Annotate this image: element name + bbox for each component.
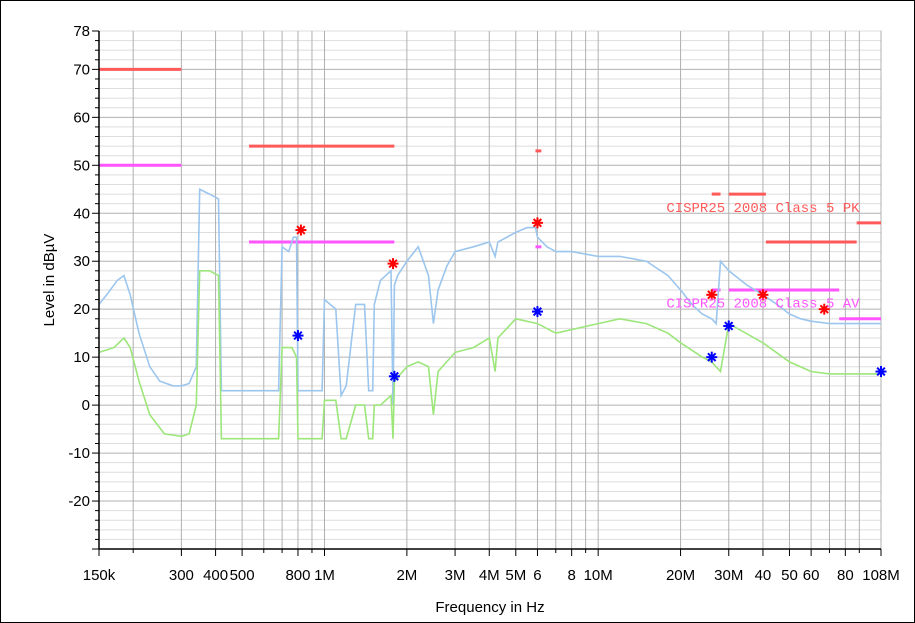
marker-point: [531, 217, 543, 229]
x-tick-label: 2M: [396, 567, 417, 584]
marker-point: [531, 306, 543, 318]
marker-point: [292, 330, 304, 342]
trace-line: [98, 188, 881, 406]
y-tick-label: 20: [73, 301, 90, 318]
marker-stroke: [707, 352, 717, 362]
x-tick-label: 20M: [666, 567, 695, 584]
x-tick-label: 80: [837, 567, 854, 584]
x-tick-label: 6: [533, 567, 541, 584]
axes: [92, 30, 882, 556]
y-tick-label: -20: [68, 493, 90, 510]
x-tick-label: 3M: [445, 567, 466, 584]
x-tick-label: 10M: [584, 567, 613, 584]
x-tick-label: 40: [755, 567, 772, 584]
marker-point: [706, 351, 718, 363]
y-axis-title: Level in dBµV: [41, 234, 58, 327]
limit-label: CISPR25 2008 Class 5 AV: [666, 297, 860, 313]
marker-stroke: [532, 307, 543, 317]
x-tick-label: 8: [567, 567, 575, 584]
y-tick-label: 70: [73, 61, 90, 78]
marker-stroke: [707, 290, 717, 300]
y-tick-label: 40: [73, 205, 90, 222]
marker-point: [295, 224, 307, 236]
marker-stroke: [724, 321, 734, 331]
marker-stroke: [296, 225, 306, 235]
x-axis-title: Frequency in Hz: [435, 599, 544, 616]
x-tick-label: 5M: [505, 567, 526, 584]
x-tick-label: 800: [285, 567, 310, 584]
marker-point: [388, 370, 400, 382]
marker-point: [875, 366, 887, 378]
y-tick-label: -10: [68, 445, 90, 462]
x-tick-label: 108M: [862, 567, 900, 584]
marker-stroke: [389, 371, 399, 381]
marker-point: [757, 289, 769, 301]
trace-line: [98, 270, 881, 440]
x-tick-label: 300: [169, 567, 194, 584]
y-tick-label: 0: [82, 397, 90, 414]
y-tick-label: 60: [73, 109, 90, 126]
x-tick-label: 60: [803, 567, 820, 584]
marker-point: [723, 320, 735, 332]
marker-stroke: [388, 259, 398, 269]
x-tick-label: 150k: [83, 567, 116, 584]
marker-point: [387, 258, 399, 270]
marker-stroke: [819, 304, 829, 314]
marker-stroke: [876, 366, 886, 377]
marker-stroke: [758, 290, 768, 300]
x-tick-label: 4M: [479, 567, 500, 584]
y-tick-label: 10: [73, 349, 90, 366]
marker-stroke: [293, 331, 303, 341]
y-tick-label: 50: [73, 157, 90, 174]
x-tick-label: 50: [781, 567, 798, 584]
marker-point: [818, 303, 830, 315]
x-tick-label: 30M: [714, 567, 743, 584]
y-tick-label: 30: [73, 253, 90, 270]
marker-stroke: [532, 218, 543, 228]
x-tick-label: 400: [203, 567, 228, 584]
series-group: [98, 67, 887, 440]
limit-label: CISPR25 2008 Class 5 PK: [666, 201, 860, 217]
marker-point: [706, 289, 718, 301]
y-tick-label: 78: [73, 23, 90, 40]
x-tick-label: 500: [230, 567, 255, 584]
x-tick-label: 1M: [314, 567, 335, 584]
